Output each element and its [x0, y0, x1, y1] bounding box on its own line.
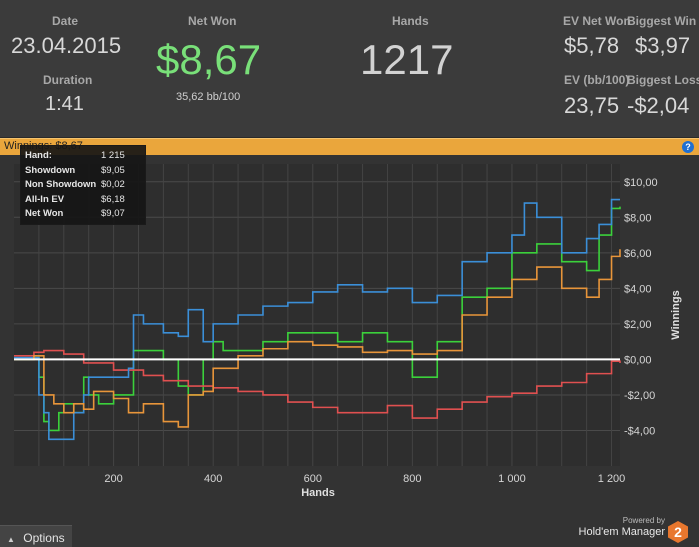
tooltip-value: $6,18	[101, 193, 125, 205]
ev-net-won-label: EV Net Won	[563, 14, 631, 28]
net-won-label: Net Won	[188, 14, 237, 28]
hover-tooltip: Hand: 1 215 Showdown $9,05 Non Showdown $0,…	[20, 145, 146, 225]
chart-series	[14, 198, 621, 441]
tooltip-label: Non Showdown	[25, 179, 97, 190]
tooltip-value: $9,05	[101, 164, 125, 176]
y-tick-label: $0,00	[624, 354, 652, 366]
tooltip-row-allin-ev: All-In EV $6,18	[25, 193, 141, 208]
y-tick-label: $10,00	[624, 177, 658, 189]
help-icon[interactable]: ?	[682, 141, 694, 153]
duration-label: Duration	[43, 73, 93, 87]
x-tick-label: 400	[204, 473, 222, 485]
tooltip-label: Hand:	[25, 150, 52, 161]
date-label: Date	[52, 14, 79, 28]
series-line-all-in-ev	[14, 249, 621, 428]
brand-name: Hold'em Manager	[578, 526, 665, 538]
hm2-logo-icon: 2	[668, 521, 688, 543]
y-tick-label: $2,00	[624, 319, 652, 331]
tooltip-row-net-won: Net Won $9,07	[25, 207, 141, 222]
date-value: 23.04.2015	[11, 33, 122, 58]
y-tick-label: $8,00	[624, 212, 652, 224]
x-tick-label: 600	[304, 473, 322, 485]
x-tick-label: 200	[104, 473, 122, 485]
y-axis-title: Winnings	[670, 290, 682, 339]
tooltip-label: Net Won	[25, 208, 64, 219]
biggest-win-label: Biggest Win	[627, 14, 697, 28]
tooltip-value: $0,02	[101, 179, 125, 190]
ev-net-won-value: $5,78	[564, 33, 620, 58]
y-tick-label: -$4,00	[624, 425, 655, 437]
net-won-bb100: 35,62 bb/100	[176, 91, 241, 103]
duration-value: 1:41	[45, 93, 84, 115]
triangle-up-icon: ▲	[7, 535, 15, 544]
powered-by-text: Powered by	[622, 516, 665, 525]
tooltip-row-showdown: Showdown $9,05	[25, 164, 141, 179]
tooltip-row-non-showdown: Non Showdown $0,02	[25, 178, 141, 193]
hands-value: 1217	[360, 36, 454, 83]
y-tick-label: -$2,00	[624, 390, 655, 402]
x-tick-label: 800	[403, 473, 421, 485]
tooltip-row-hand: Hand: 1 215	[25, 149, 141, 164]
options-button[interactable]: ▲ Options	[0, 525, 72, 547]
winnings-chart: -$4,00 -$2,00 $0,00 $2,00 $4,00 $6,00 $8,00 $10…	[14, 164, 682, 499]
tooltip-label: Showdown	[25, 164, 76, 176]
stats-panel: Date 23.04.2015 Duration 1:41 Net Won $8…	[0, 0, 699, 138]
options-label: Options	[23, 531, 65, 545]
y-tick-label: $4,00	[624, 283, 652, 295]
series-line-non-showdown	[14, 349, 621, 419]
y-tick-label: $6,00	[624, 248, 652, 260]
tooltip-label: All-In EV	[25, 193, 65, 205]
x-tick-label: 1 200	[598, 473, 626, 485]
biggest-win-value: $3,97	[635, 33, 691, 58]
net-won-value: $8,67	[156, 36, 262, 83]
biggest-loss-value: -$2,04	[627, 93, 690, 118]
biggest-loss-label: Biggest Loss	[627, 73, 699, 87]
x-tick-label: 1 000	[498, 473, 526, 485]
x-axis-title: Hands	[301, 487, 335, 499]
y-axis-ticks: -$4,00 -$2,00 $0,00 $2,00 $4,00 $6,00 $8,00 $10…	[624, 177, 658, 438]
tooltip-value: 1 215	[101, 150, 125, 161]
hands-label: Hands	[392, 14, 429, 28]
tooltip-value: $9,07	[101, 208, 125, 219]
ev-bb100-value: 23,75	[564, 93, 620, 118]
ev-bb100-label: EV (bb/100)	[564, 73, 630, 87]
x-axis-ticks: 200 400 600 800 1 000 1 200	[104, 473, 625, 485]
